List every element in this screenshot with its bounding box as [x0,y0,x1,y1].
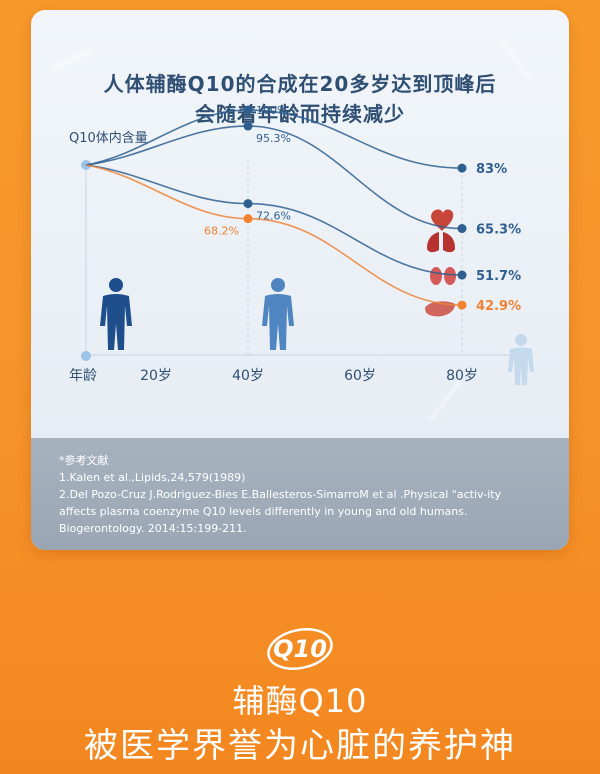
brand-headline: 辅酶Q10 [232,682,368,720]
y-axis-label: Q10体内含量 [69,130,148,146]
series-line [85,164,463,276]
chart-card: 人体辅酶Q10的合成在20多岁达到顶峰后 会随着年龄而持续减少 Q10体内含量 … [31,10,569,550]
series-line [85,164,463,306]
q10-logo-text: Q10 [273,635,327,663]
x-axis-label: 年龄 [69,368,97,384]
data-point [243,121,253,131]
human-figure-40 [262,278,294,350]
liver-icon [425,301,455,317]
data-label: 83% [476,162,507,177]
coq10-chart: Q10体内含量 年龄 20岁 40岁 60岁 80岁 [49,38,534,422]
data-point [243,214,253,224]
data-point [243,199,253,209]
data-label: 95.3% [256,132,291,145]
origin-dot [81,351,91,361]
reference-line: affects plasma coenzyme Q10 levels diffe… [59,505,468,518]
human-figure-80 [508,334,534,385]
chart-title-line2: 会随着年龄而持续减少 [195,102,405,126]
data-point [457,224,467,234]
data-point [457,300,467,310]
references-box: *参考文献 1.Kalen et al.,Lipids,24,579(1989)… [31,438,569,550]
brand-slogan: 被医学界誉为心脏的养护神 [84,726,516,766]
tick-label-40: 40岁 [232,368,264,384]
chart-title-line1: 人体辅酶Q10的合成在20多岁达到顶峰后 [103,72,497,96]
data-label: 68.2% [204,225,239,238]
data-label: 65.3% [476,223,521,238]
reference-line: Biogerontology. 2014:15:199-211. [59,522,247,535]
tick-label-80: 80岁 [446,368,478,384]
tick-label-20: 20岁 [140,368,172,384]
data-point [243,105,253,115]
data-label: 100% [256,104,287,117]
lungs-icon [427,232,455,253]
card-glare [49,38,533,422]
series-line [85,125,463,230]
data-point [457,270,467,280]
data-label: 42.9% [476,299,521,314]
q10-logo: Q10 [267,628,333,670]
reference-line: 2.Del Pozo-Cruz J.Rodriguez-Bies E.Balle… [59,488,502,501]
data-label: 51.7% [476,269,521,284]
tick-label-60: 60岁 [344,368,376,384]
reference-line: 1.Kalen et al.,Lipids,24,579(1989) [59,471,246,484]
data-point [457,163,467,173]
kidneys-icon [430,267,456,285]
references-heading: *参考文献 [59,454,109,467]
human-figure-20 [100,278,132,350]
